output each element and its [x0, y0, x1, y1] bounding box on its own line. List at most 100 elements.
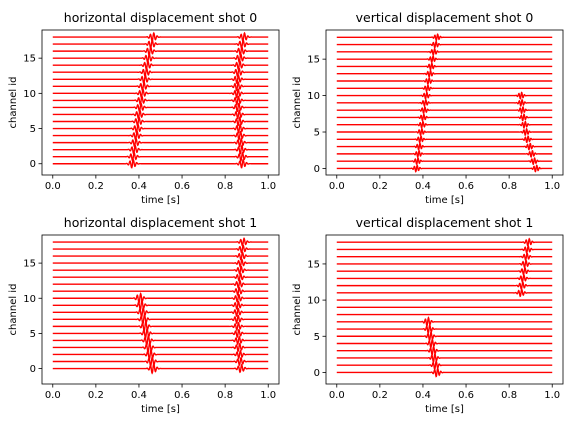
- chart-title: vertical displacement shot 0: [356, 10, 534, 25]
- trace-channel-12: [336, 280, 553, 291]
- trace-channel-7: [52, 109, 269, 120]
- trace-channel-2: [52, 144, 269, 155]
- y-tick-label: 5: [314, 128, 320, 139]
- traces: [52, 237, 269, 375]
- traces: [52, 31, 269, 169]
- subplot-1: 0.0 0.2 0.4 0.6 0.8 1.0 0 5 10 15 vertical displac…: [292, 10, 564, 206]
- y-axis-label: channel id: [8, 77, 19, 129]
- trace-channel-4: [336, 337, 553, 350]
- trace-channel-7: [336, 113, 553, 122]
- trace-channel-14: [52, 265, 269, 275]
- subplot-2: 0.0 0.2 0.4 0.6 0.8 1.0 0 5 10 15 horizontal displ…: [8, 215, 280, 415]
- x-tick-label: 0.2: [88, 181, 104, 192]
- x-tick-label: 0.0: [45, 390, 61, 401]
- x-tick-label: 0.8: [217, 390, 233, 401]
- x-tick-label: 0.8: [217, 181, 233, 192]
- y-tick-label: 0: [30, 159, 36, 170]
- x-tick-label: 0.2: [88, 390, 104, 401]
- x-tick-label: 0.2: [372, 181, 388, 192]
- trace-channel-9: [52, 95, 269, 106]
- y-tick-label: 10: [23, 89, 36, 100]
- axes-frame: [41, 234, 280, 385]
- trace-channel-5: [336, 127, 553, 137]
- x-tick-label: 0.6: [174, 390, 190, 401]
- axes-frame: [325, 29, 564, 176]
- trace-channel-12: [52, 279, 269, 290]
- y-tick-label: 0: [314, 368, 320, 379]
- x-axis-label: time [s]: [425, 195, 464, 206]
- trace-channel-5: [336, 330, 553, 342]
- y-axis-label: channel id: [292, 284, 303, 336]
- trace-channel-3: [336, 345, 553, 357]
- trace-channel-9: [336, 98, 553, 108]
- trace-channel-10: [52, 292, 269, 305]
- trace-channel-16: [52, 45, 269, 57]
- x-tick-label: 0.6: [174, 181, 190, 192]
- subplot-0: 0.0 0.2 0.4 0.6 0.8 1.0 0 5 10 15 horizontal displ…: [8, 10, 280, 206]
- trace-channel-15: [52, 52, 269, 64]
- y-tick-label: 10: [23, 294, 36, 305]
- trace-channel-2: [52, 348, 269, 361]
- chart-title: horizontal displacement shot 0: [64, 10, 257, 25]
- trace-channel-4: [52, 130, 269, 141]
- trace-channel-9: [52, 299, 269, 311]
- x-tick-label: 0.4: [415, 390, 431, 401]
- x-tick-label: 1.0: [544, 181, 560, 192]
- trace-channel-11: [336, 288, 553, 298]
- y-tick-label: 15: [23, 54, 36, 65]
- trace-channel-2: [336, 149, 553, 159]
- traces: [336, 237, 553, 378]
- trace-channel-17: [52, 244, 269, 254]
- trace-channel-6: [336, 120, 553, 130]
- x-tick-label: 0.0: [329, 181, 345, 192]
- trace-channel-1: [52, 151, 269, 162]
- trace-channel-0: [52, 159, 269, 169]
- trace-channel-0: [336, 163, 553, 173]
- trace-channel-10: [52, 88, 269, 99]
- trace-channel-15: [52, 258, 269, 268]
- y-tick-label: 0: [30, 364, 36, 375]
- x-tick-label: 1.0: [260, 181, 276, 192]
- trace-channel-17: [336, 40, 553, 49]
- trace-channel-4: [336, 134, 553, 144]
- trace-channel-1: [52, 355, 269, 368]
- trace-channel-8: [336, 105, 553, 115]
- trace-channel-6: [52, 320, 269, 333]
- x-tick-label: 0.4: [131, 390, 147, 401]
- trace-channel-16: [336, 252, 553, 262]
- y-tick-label: 5: [314, 332, 320, 343]
- trace-channel-16: [336, 47, 553, 57]
- trace-channel-13: [52, 272, 269, 282]
- x-tick-label: 0.4: [415, 181, 431, 192]
- trace-channel-14: [52, 59, 269, 71]
- trace-channel-5: [52, 327, 269, 340]
- trace-channel-12: [336, 76, 553, 85]
- trace-channel-11: [52, 286, 269, 296]
- trace-channel-13: [52, 67, 269, 78]
- trace-channel-6: [52, 116, 269, 127]
- trace-channel-15: [336, 55, 553, 64]
- trace-channel-17: [336, 245, 553, 254]
- chart-title: vertical displacement shot 1: [356, 215, 534, 230]
- y-axis-label: channel id: [8, 284, 19, 336]
- trace-channel-5: [52, 123, 269, 134]
- subplot-3: 0.0 0.2 0.4 0.6 0.8 1.0 0 5 10 15 vertical displac…: [292, 215, 564, 415]
- trace-channel-3: [52, 137, 269, 148]
- trace-channel-18: [52, 31, 269, 43]
- trace-channel-17: [52, 39, 269, 50]
- trace-channel-15: [336, 259, 553, 269]
- trace-channel-12: [52, 74, 269, 85]
- y-tick-label: 0: [314, 164, 320, 175]
- trace-channel-13: [336, 69, 553, 79]
- trace-channel-10: [336, 91, 553, 100]
- trace-channel-14: [336, 266, 553, 276]
- trace-channel-18: [52, 237, 269, 247]
- trace-channel-2: [336, 352, 553, 364]
- trace-channel-6: [336, 323, 553, 335]
- traces: [336, 33, 553, 173]
- axes-frame: [41, 29, 280, 176]
- chart-title: horizontal displacement shot 1: [64, 215, 257, 230]
- x-tick-label: 0.0: [45, 181, 61, 192]
- trace-channel-3: [336, 142, 553, 152]
- trace-channel-1: [336, 360, 553, 371]
